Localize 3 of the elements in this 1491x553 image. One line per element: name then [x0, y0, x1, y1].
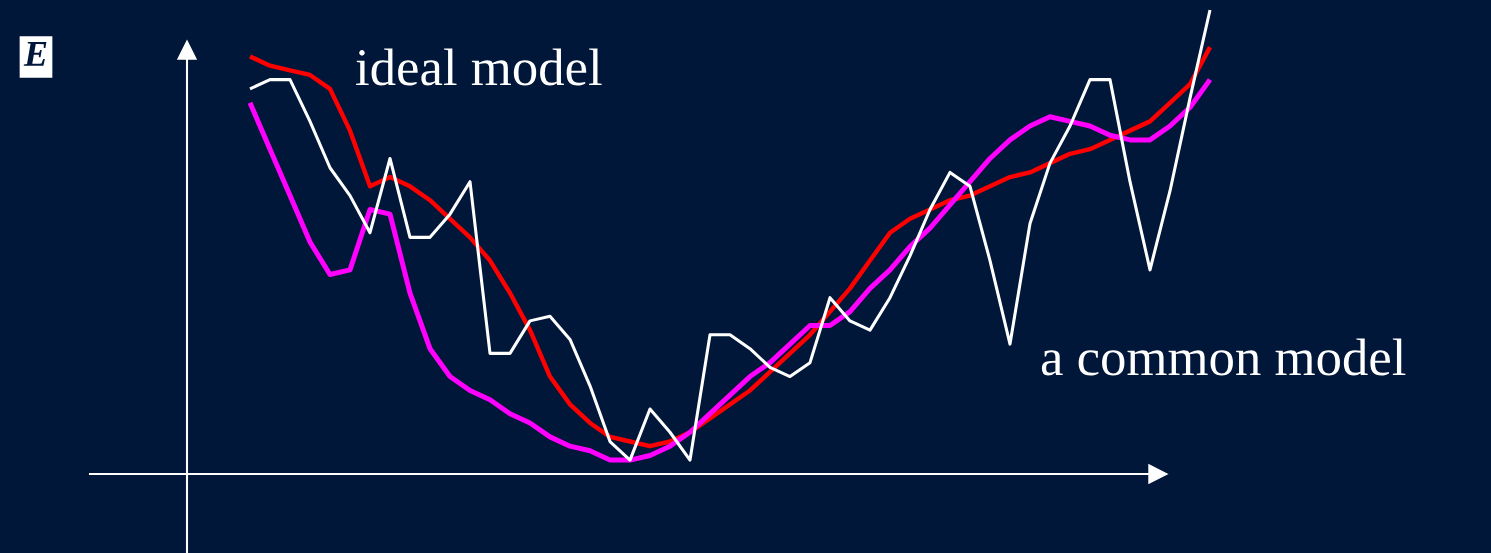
series-label: a common model [1041, 338, 1406, 376]
text: E [23, 42, 47, 66]
series-label: ideal model [356, 48, 602, 86]
